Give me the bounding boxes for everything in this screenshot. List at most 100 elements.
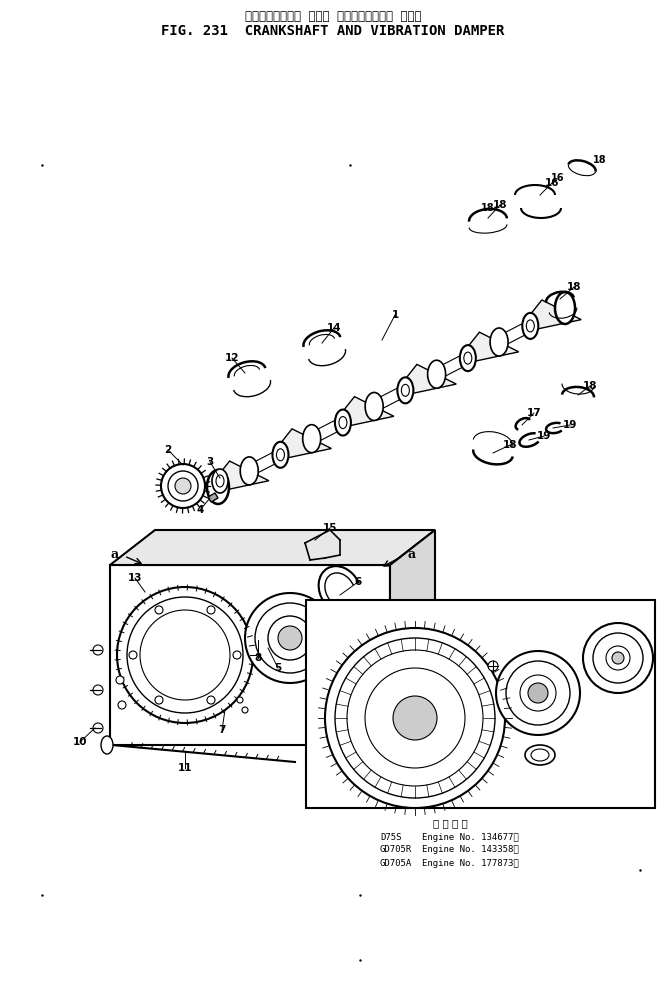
- Text: 14: 14: [327, 323, 341, 333]
- Text: 18: 18: [593, 155, 607, 165]
- Ellipse shape: [207, 470, 229, 504]
- Text: Engine No. 177873～: Engine No. 177873～: [422, 858, 519, 868]
- Ellipse shape: [557, 295, 573, 321]
- Circle shape: [207, 606, 215, 614]
- Ellipse shape: [212, 469, 228, 493]
- Circle shape: [528, 683, 548, 703]
- Circle shape: [242, 707, 248, 713]
- Text: 18: 18: [503, 440, 517, 450]
- Text: 16: 16: [545, 178, 559, 188]
- Circle shape: [161, 464, 205, 508]
- Ellipse shape: [531, 749, 549, 761]
- Text: 6: 6: [354, 577, 362, 587]
- Text: Engine No. 134677～: Engine No. 134677～: [422, 833, 519, 841]
- Ellipse shape: [276, 449, 284, 461]
- Circle shape: [175, 478, 191, 494]
- Text: 10: 10: [73, 737, 87, 747]
- Ellipse shape: [240, 457, 258, 485]
- Polygon shape: [524, 300, 581, 329]
- Polygon shape: [390, 530, 435, 745]
- Text: 8: 8: [254, 653, 262, 663]
- Text: 11: 11: [178, 763, 192, 773]
- Ellipse shape: [525, 745, 555, 765]
- Circle shape: [278, 626, 302, 650]
- Text: 2: 2: [165, 445, 172, 455]
- Polygon shape: [399, 365, 456, 393]
- Text: 18: 18: [493, 200, 507, 210]
- Text: 18: 18: [567, 282, 581, 292]
- Ellipse shape: [522, 313, 538, 339]
- Text: 4: 4: [196, 505, 204, 515]
- Ellipse shape: [335, 410, 351, 435]
- Text: 18: 18: [583, 381, 597, 391]
- Polygon shape: [110, 530, 435, 565]
- Text: クランクシャフト  および  バイブレーション  ダンパ: クランクシャフト および バイブレーション ダンパ: [244, 10, 422, 23]
- Ellipse shape: [402, 384, 410, 396]
- Circle shape: [488, 661, 498, 671]
- Polygon shape: [208, 493, 218, 502]
- Ellipse shape: [464, 352, 472, 364]
- Circle shape: [245, 593, 335, 683]
- Circle shape: [325, 628, 505, 808]
- Polygon shape: [462, 332, 519, 362]
- Text: a: a: [408, 548, 416, 560]
- Text: D75S: D75S: [380, 833, 402, 841]
- Bar: [110, 565, 390, 745]
- Ellipse shape: [365, 392, 383, 421]
- Circle shape: [233, 651, 241, 659]
- Circle shape: [129, 651, 137, 659]
- Text: 9A: 9A: [442, 775, 458, 785]
- Text: FIG. 231  CRANKSHAFT AND VIBRATION DAMPER: FIG. 231 CRANKSHAFT AND VIBRATION DAMPER: [161, 24, 505, 38]
- Text: 13: 13: [128, 573, 143, 583]
- Circle shape: [117, 587, 253, 723]
- Text: 16: 16: [551, 173, 565, 183]
- Ellipse shape: [302, 425, 321, 452]
- Circle shape: [116, 676, 124, 684]
- Text: 7: 7: [218, 725, 226, 735]
- Circle shape: [612, 652, 624, 664]
- Circle shape: [155, 606, 163, 614]
- Ellipse shape: [555, 292, 575, 324]
- Ellipse shape: [490, 328, 508, 356]
- Circle shape: [93, 645, 103, 655]
- Ellipse shape: [101, 736, 113, 754]
- Circle shape: [583, 623, 653, 693]
- Circle shape: [496, 651, 580, 735]
- Circle shape: [168, 471, 198, 501]
- Polygon shape: [212, 461, 269, 491]
- Ellipse shape: [216, 475, 224, 487]
- Text: Engine No. 143358～: Engine No. 143358～: [422, 845, 519, 854]
- Ellipse shape: [398, 377, 414, 403]
- Polygon shape: [212, 305, 571, 491]
- Text: 17: 17: [527, 408, 541, 418]
- Text: 12: 12: [224, 353, 239, 363]
- Text: 3: 3: [206, 457, 214, 467]
- Circle shape: [346, 636, 354, 644]
- Ellipse shape: [428, 360, 446, 388]
- Polygon shape: [336, 396, 394, 426]
- Circle shape: [237, 697, 243, 703]
- Ellipse shape: [214, 481, 222, 493]
- Circle shape: [207, 696, 215, 704]
- Circle shape: [393, 696, 437, 740]
- Polygon shape: [274, 429, 332, 458]
- Ellipse shape: [561, 302, 569, 314]
- Ellipse shape: [272, 441, 288, 468]
- Circle shape: [93, 685, 103, 695]
- Circle shape: [93, 723, 103, 733]
- Ellipse shape: [210, 474, 226, 500]
- Ellipse shape: [526, 319, 534, 332]
- Bar: [306, 600, 655, 808]
- Text: a: a: [111, 548, 119, 560]
- Text: 5: 5: [274, 663, 282, 673]
- Text: GD705R: GD705R: [380, 845, 412, 854]
- Ellipse shape: [339, 417, 347, 429]
- Circle shape: [118, 701, 126, 709]
- Circle shape: [346, 661, 354, 669]
- Text: 19: 19: [537, 431, 551, 441]
- Text: 18: 18: [482, 203, 495, 213]
- Text: 1: 1: [392, 310, 399, 320]
- Circle shape: [155, 696, 163, 704]
- Text: 15: 15: [323, 523, 337, 533]
- Text: 9: 9: [474, 607, 482, 617]
